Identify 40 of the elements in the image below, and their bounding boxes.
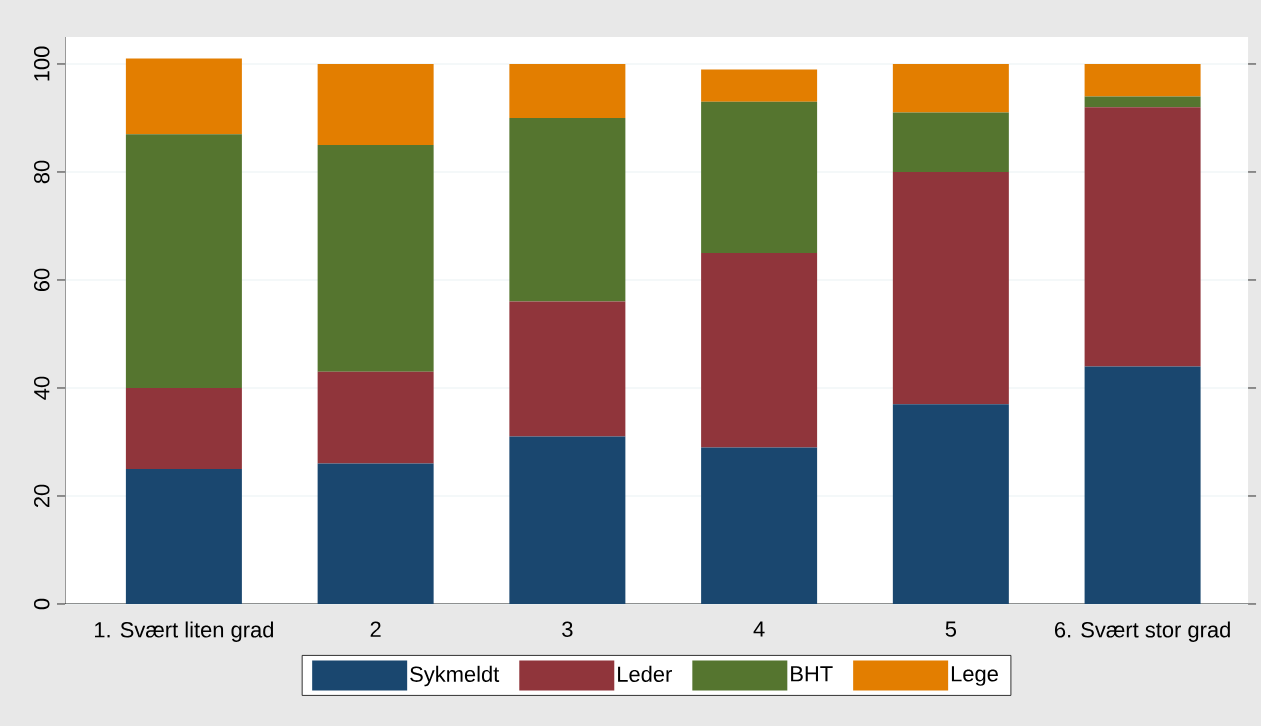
y-tick-label: 100 <box>33 46 50 81</box>
bar <box>125 468 242 604</box>
legend-label: Lege <box>951 666 998 686</box>
bar <box>892 63 1009 113</box>
legend-label: Leder <box>618 665 672 682</box>
bar <box>1084 96 1201 108</box>
bar <box>125 58 242 135</box>
bar <box>317 371 434 464</box>
bar <box>509 301 626 437</box>
bar <box>701 69 818 102</box>
bar <box>1084 107 1201 367</box>
bar <box>892 112 1009 172</box>
bar <box>701 447 818 604</box>
bar <box>892 404 1009 604</box>
legend-label: BHT <box>791 666 833 682</box>
x-tick-label: 4 <box>753 621 765 637</box>
y-tick-label: 80 <box>33 160 50 184</box>
x-tick-label: 1. Svært liten grad <box>95 621 274 642</box>
bar <box>317 144 434 372</box>
bar <box>1084 366 1201 604</box>
legend-label: Sykmeldt <box>410 665 500 687</box>
bar <box>892 171 1009 405</box>
bar <box>1084 63 1201 97</box>
bar <box>125 134 242 388</box>
x-tick-label: 6. Svært stor grad <box>1054 621 1230 642</box>
y-tick-label: 20 <box>33 484 50 508</box>
y-tick-label: 40 <box>33 376 50 400</box>
bar <box>509 63 626 118</box>
x-tick-label: 2 <box>370 621 381 637</box>
y-tick-label: 0 <box>33 598 50 610</box>
bar <box>509 117 626 302</box>
bar <box>701 252 818 448</box>
bar <box>317 463 434 604</box>
y-tick-label: 60 <box>33 268 50 292</box>
x-tick-label: 3 <box>562 621 573 638</box>
bar <box>317 63 434 145</box>
x-tick-label: 5 <box>945 621 957 637</box>
bar <box>701 101 818 253</box>
bar <box>125 387 242 469</box>
bar <box>509 436 626 604</box>
